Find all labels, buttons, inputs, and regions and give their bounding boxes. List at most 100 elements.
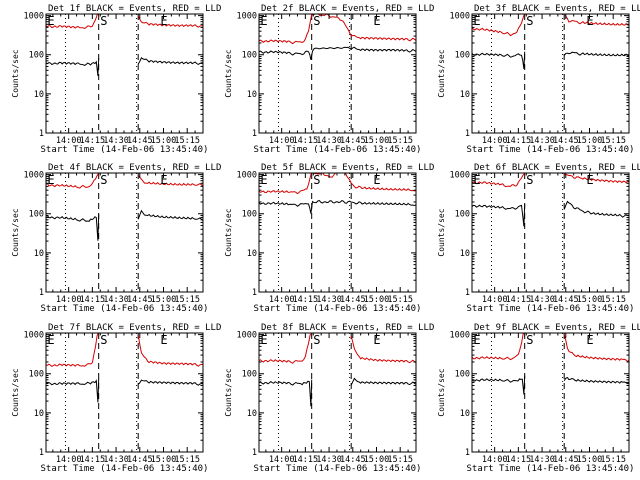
x-tick-label: 14:30 bbox=[316, 295, 342, 305]
x-tick-label: 14:45 bbox=[340, 295, 366, 305]
y-tick-label: 1000 bbox=[450, 171, 470, 181]
x-tick-label: 14:15 bbox=[506, 295, 532, 305]
x-tick-label: 14:30 bbox=[316, 455, 342, 465]
lld-series-line bbox=[46, 14, 99, 30]
x-tick-label: 15:00 bbox=[364, 136, 390, 146]
x-tick-label: 14:30 bbox=[103, 455, 129, 465]
x-tick-label: 15:00 bbox=[577, 136, 603, 146]
x-axis-label: Start Time (14-Feb-06 13:45:40) bbox=[467, 304, 635, 314]
events-series-line bbox=[137, 209, 203, 222]
x-tick-label: 15:00 bbox=[151, 455, 177, 465]
panel-title: Det 1f BLACK = Events, RED = LLD bbox=[48, 4, 221, 14]
x-tick-label: 14:00 bbox=[269, 455, 295, 465]
y-tick-label: 1000 bbox=[24, 12, 44, 22]
x-tick-label: 15:00 bbox=[151, 136, 177, 146]
x-tick-label: 15:15 bbox=[387, 136, 413, 146]
y-tick-label: 10 bbox=[460, 90, 470, 100]
marker-label: E bbox=[586, 333, 593, 347]
x-tick-label: 14:15 bbox=[506, 455, 532, 465]
panel-title: Det 3f BLACK = Events, RED = LLD bbox=[474, 4, 640, 14]
panel-title: Det 5f BLACK = Events, RED = LLD bbox=[261, 163, 434, 173]
plot-frame bbox=[45, 332, 204, 453]
x-tick-label: 14:15 bbox=[293, 136, 319, 146]
x-axis-label: Start Time (14-Feb-06 13:45:40) bbox=[41, 464, 209, 474]
lld-series-line bbox=[563, 14, 629, 26]
y-tick-label: 100 bbox=[242, 370, 257, 380]
panel-7: Det 7f BLACK = Events, RED = LLD 1 10 100 10… bbox=[11, 323, 221, 474]
x-tick-label: 15:15 bbox=[600, 136, 626, 146]
marker-label: E bbox=[260, 173, 267, 187]
marker-label: S bbox=[526, 173, 533, 187]
x-axis-label: Start Time (14-Feb-06 13:45:40) bbox=[254, 464, 422, 474]
y-tick-label: 100 bbox=[455, 51, 470, 61]
marker-label: S bbox=[100, 14, 107, 28]
marker-label: E bbox=[160, 333, 167, 347]
y-axis-label: Counts/sec bbox=[224, 208, 233, 256]
lld-series-line bbox=[259, 173, 416, 195]
y-tick-label: 10 bbox=[247, 90, 257, 100]
y-tick-label: 1000 bbox=[237, 331, 257, 341]
x-tick-label: 14:30 bbox=[103, 295, 129, 305]
panel-1: Det 1f BLACK = Events, RED = LLD 1 10 100 10… bbox=[11, 4, 221, 155]
events-series-line bbox=[46, 378, 100, 403]
x-tick-label: 14:45 bbox=[553, 455, 579, 465]
x-tick-label: 14:15 bbox=[506, 136, 532, 146]
events-series-line bbox=[46, 214, 100, 241]
y-tick-label: 100 bbox=[455, 210, 470, 220]
marker-label: E bbox=[373, 14, 380, 28]
marker-label: E bbox=[586, 173, 593, 187]
x-tick-label: 15:15 bbox=[600, 455, 626, 465]
y-tick-label: 10 bbox=[34, 409, 44, 419]
x-axis-label: Start Time (14-Feb-06 13:45:40) bbox=[41, 304, 209, 314]
y-tick-label: 1000 bbox=[450, 331, 470, 341]
events-series-line bbox=[46, 58, 100, 76]
x-tick-label: 15:15 bbox=[174, 136, 200, 146]
marker-label: E bbox=[160, 173, 167, 187]
marker-label: S bbox=[100, 173, 107, 187]
x-tick-label: 15:00 bbox=[364, 295, 390, 305]
x-tick-label: 15:00 bbox=[577, 455, 603, 465]
x-tick-label: 14:15 bbox=[80, 136, 106, 146]
marker-label: S bbox=[313, 333, 320, 347]
x-tick-label: 14:00 bbox=[482, 455, 508, 465]
y-axis-label: Counts/sec bbox=[11, 368, 20, 416]
y-tick-label: 10 bbox=[460, 249, 470, 259]
events-series-line bbox=[137, 379, 203, 386]
x-tick-label: 15:15 bbox=[387, 295, 413, 305]
y-tick-label: 1 bbox=[252, 448, 257, 458]
events-series-line bbox=[137, 57, 203, 65]
panel-title: Det 9f BLACK = Events, RED = LLD bbox=[474, 323, 640, 333]
y-tick-label: 1 bbox=[252, 288, 257, 298]
y-axis-label: Counts/sec bbox=[224, 368, 233, 416]
x-tick-label: 15:00 bbox=[151, 295, 177, 305]
x-tick-label: 14:30 bbox=[103, 136, 129, 146]
x-tick-label: 14:00 bbox=[56, 295, 82, 305]
x-tick-label: 14:45 bbox=[553, 136, 579, 146]
marker-label: E bbox=[373, 173, 380, 187]
marker-label: E bbox=[47, 333, 54, 347]
plot-frame bbox=[471, 172, 630, 293]
x-tick-label: 14:30 bbox=[529, 136, 555, 146]
y-tick-label: 1 bbox=[465, 448, 470, 458]
x-tick-label: 14:45 bbox=[127, 136, 153, 146]
y-tick-label: 100 bbox=[29, 210, 44, 220]
x-tick-label: 15:15 bbox=[600, 295, 626, 305]
lld-series-line bbox=[564, 173, 629, 184]
x-tick-label: 14:30 bbox=[316, 136, 342, 146]
panel-3: Det 3f BLACK = Events, RED = LLD 1 10 100 10… bbox=[437, 4, 640, 155]
x-tick-label: 14:45 bbox=[340, 455, 366, 465]
panel-4: Det 4f BLACK = Events, RED = LLD 1 10 100 10… bbox=[11, 163, 221, 314]
y-tick-label: 100 bbox=[29, 370, 44, 380]
marker-label: E bbox=[47, 173, 54, 187]
x-tick-label: 14:15 bbox=[293, 455, 319, 465]
x-tick-label: 14:15 bbox=[80, 295, 106, 305]
lld-series-line bbox=[472, 333, 525, 361]
panel-5: Det 5f BLACK = Events, RED = LLD 1 10 100 10… bbox=[224, 163, 434, 314]
marker-label: S bbox=[100, 333, 107, 347]
x-tick-label: 14:30 bbox=[529, 455, 555, 465]
plot-frame bbox=[471, 332, 630, 453]
x-axis-label: Start Time (14-Feb-06 13:45:40) bbox=[41, 145, 209, 155]
x-tick-label: 14:00 bbox=[269, 295, 295, 305]
y-tick-label: 1 bbox=[39, 288, 44, 298]
y-tick-label: 100 bbox=[29, 51, 44, 61]
